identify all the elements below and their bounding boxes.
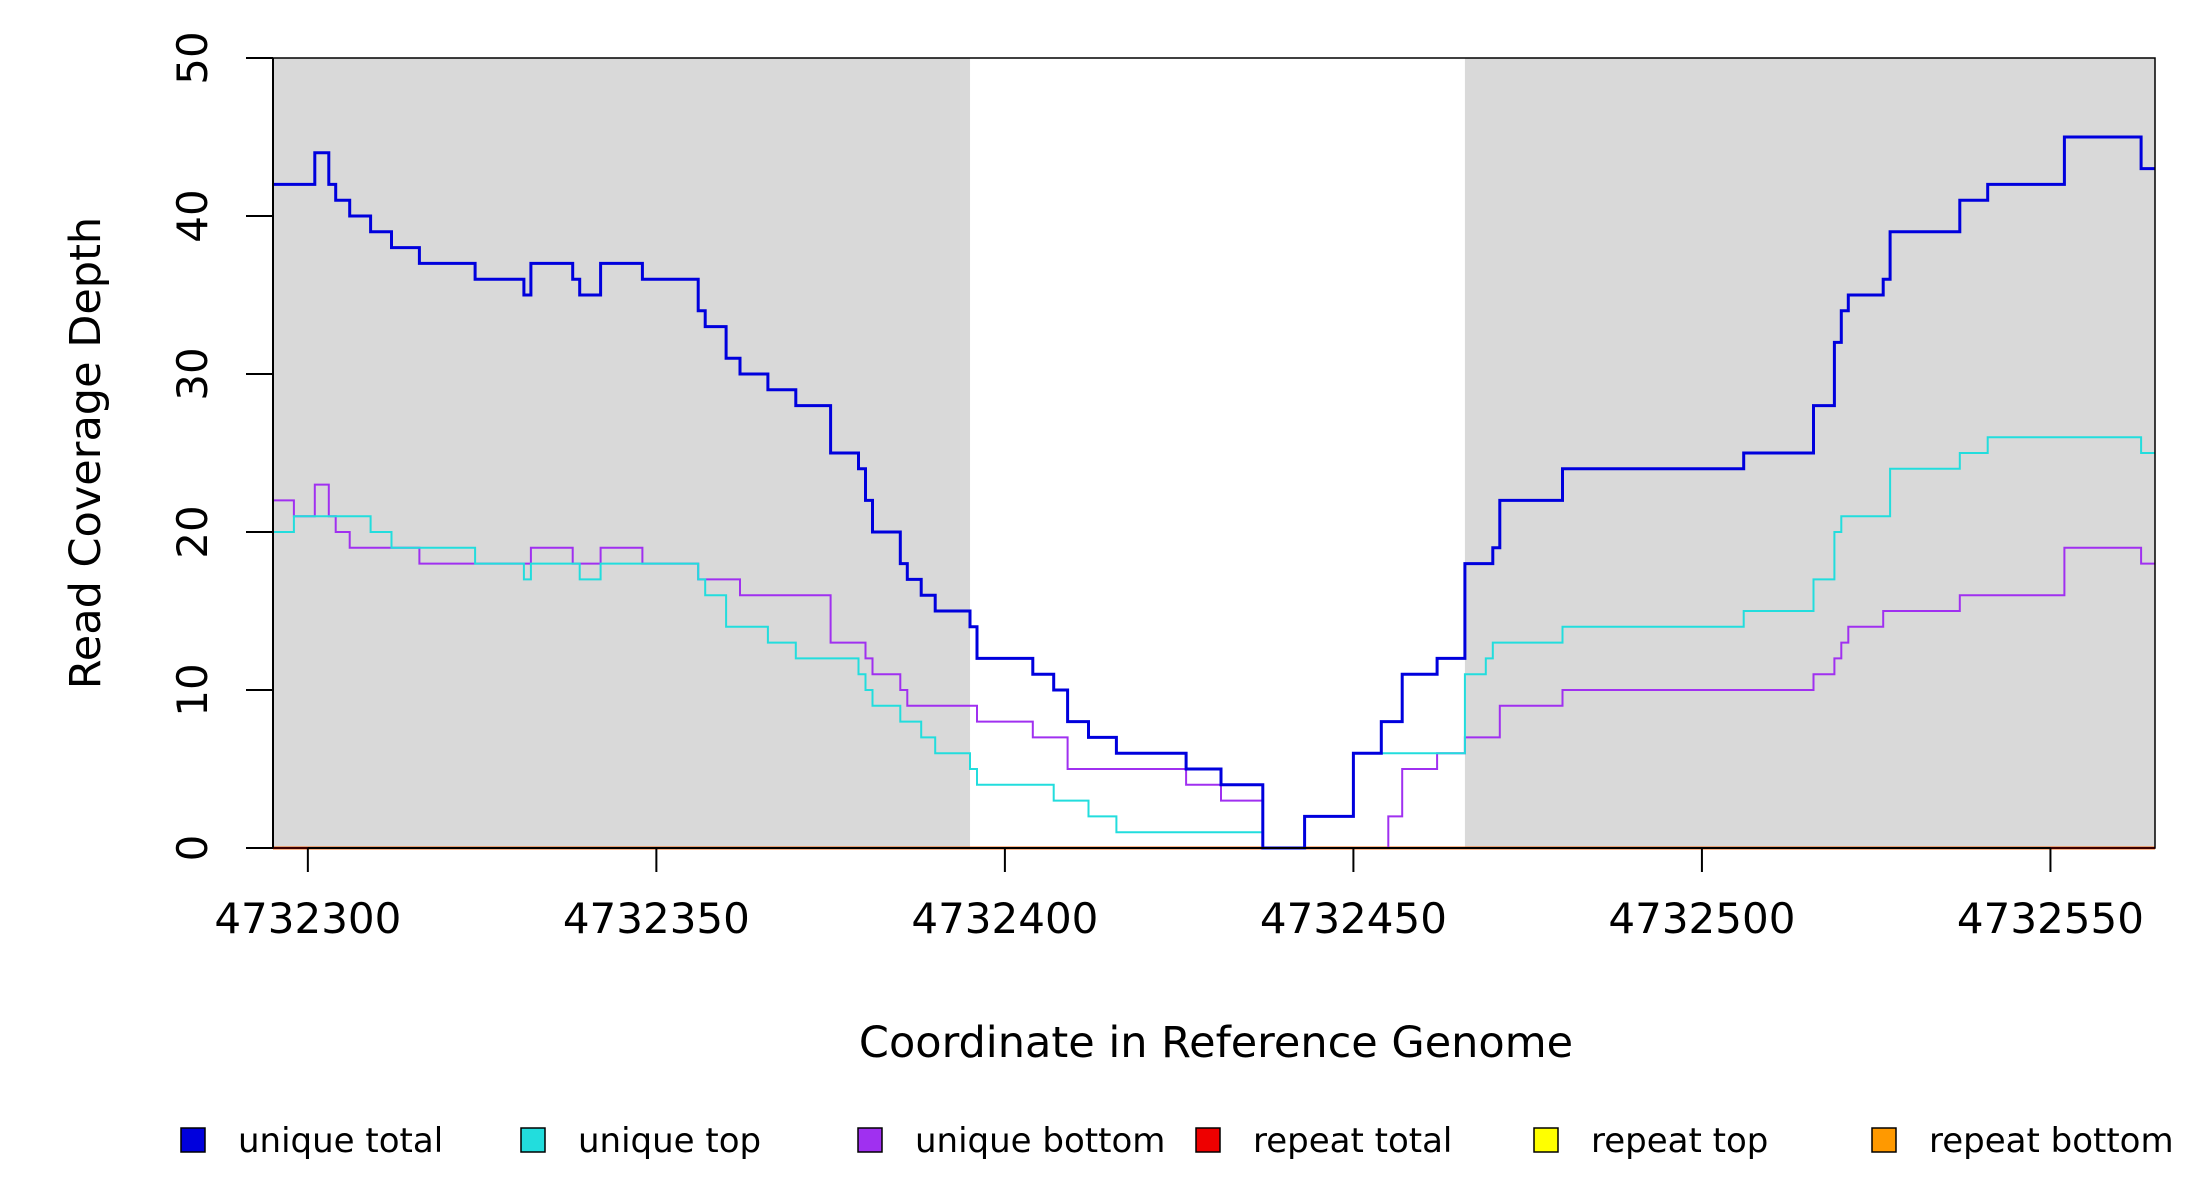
x-tick-label: 4732400 (911, 894, 1098, 943)
y-tick-label: 50 (168, 31, 217, 84)
y-tick-label: 40 (168, 189, 217, 242)
legend-label: unique total (238, 1121, 443, 1161)
series-line-unique-top (273, 436, 2155, 849)
x-axis: 4732300 4732350 4732400 4732450 4732500 47325… (214, 847, 2144, 943)
y-tick-label: 30 (168, 347, 217, 400)
series-line-unique-total (273, 135, 2155, 850)
shaded-region-1 (273, 58, 971, 848)
legend-swatch (857, 1127, 883, 1153)
legend-swatch (1533, 1127, 1559, 1153)
shaded-regions (273, 58, 2155, 848)
legend-label: repeat top (1591, 1121, 1768, 1161)
legend-label: repeat total (1253, 1121, 1452, 1161)
legend: unique total unique top unique bottom repea… (180, 1121, 2174, 1161)
legend-label: repeat bottom (1929, 1121, 2174, 1161)
legend-label: unique top (578, 1121, 761, 1161)
legend-swatch (1871, 1127, 1897, 1153)
y-axis: 0 10 20 30 40 50 (168, 31, 274, 862)
y-axis-title: Read Coverage Depth (61, 217, 111, 689)
legend-swatch (180, 1127, 206, 1153)
legend-label: unique bottom (915, 1121, 1165, 1161)
y-tick-label: 0 (168, 835, 217, 862)
y-tick-label: 10 (168, 663, 217, 716)
x-tick-label: 4732550 (1957, 894, 2144, 943)
legend-swatch (1195, 1127, 1221, 1153)
x-tick-label: 4732450 (1260, 894, 1447, 943)
x-axis-title: Coordinate in Reference Genome (859, 1018, 1573, 1068)
legend-swatch (520, 1127, 546, 1153)
y-tick-label: 20 (168, 505, 217, 558)
x-tick-label: 4732300 (214, 894, 401, 943)
x-tick-label: 4732500 (1608, 894, 1795, 943)
x-tick-label: 4732350 (563, 894, 750, 943)
